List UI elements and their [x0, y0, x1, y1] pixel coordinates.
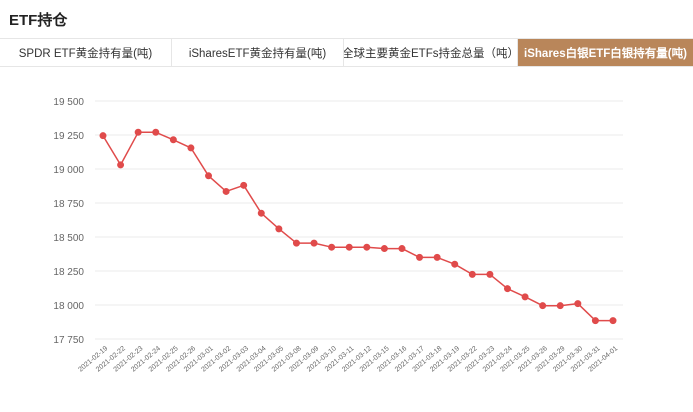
- etf-tab-bar: SPDR ETF黄金持有量(吨) iSharesETF黄金持有量(吨) 全球主要…: [0, 38, 693, 67]
- tab-ishares-gold[interactable]: iSharesETF黄金持有量(吨): [172, 39, 344, 66]
- tab-spdr-gold[interactable]: SPDR ETF黄金持有量(吨): [0, 39, 172, 66]
- data-point: [152, 128, 160, 136]
- y-tick-label: 18 750: [53, 199, 84, 210]
- y-tick-label: 19 500: [53, 97, 84, 108]
- y-tick-label: 17 750: [53, 335, 84, 346]
- data-point: [416, 253, 424, 261]
- data-point: [222, 187, 230, 195]
- data-point: [556, 302, 564, 310]
- data-point: [275, 225, 283, 233]
- y-tick-label: 19 000: [53, 165, 84, 176]
- data-point: [345, 243, 353, 251]
- data-point: [117, 161, 125, 169]
- data-point: [134, 128, 142, 136]
- data-point: [521, 293, 529, 301]
- data-point: [503, 285, 511, 293]
- data-point: [539, 302, 547, 310]
- data-point: [591, 317, 599, 325]
- y-tick-label: 18 500: [53, 233, 84, 244]
- series-line: [102, 131, 613, 322]
- data-point: [433, 253, 441, 261]
- data-point: [99, 132, 107, 140]
- data-point: [398, 245, 406, 253]
- data-point: [187, 144, 195, 152]
- data-point: [363, 243, 371, 251]
- tab-global-gold-etfs[interactable]: 全球主要黄金ETFs持金总量（吨）: [344, 39, 518, 66]
- section-title: ETF持仓: [9, 12, 68, 29]
- data-point: [310, 239, 318, 247]
- data-point: [380, 245, 388, 253]
- y-tick-label: 18 250: [53, 267, 84, 278]
- section-header: ETF持仓: [0, 0, 693, 38]
- data-point: [257, 209, 265, 217]
- data-point: [468, 270, 476, 278]
- data-point: [451, 260, 459, 268]
- data-point: [205, 172, 213, 180]
- data-point: [328, 243, 336, 251]
- data-point: [574, 300, 582, 308]
- line-chart: 17 750 18 000 18 250 18 500 18 750 19 000 19 2…: [0, 67, 693, 407]
- data-point: [486, 270, 494, 278]
- data-point: [292, 239, 300, 247]
- data-point: [609, 317, 617, 325]
- data-point: [169, 136, 177, 144]
- chart-svg: 17 750 18 000 18 250 18 500 18 750 19 000 19 2…: [53, 97, 623, 374]
- y-tick-label: 18 000: [53, 301, 84, 312]
- data-point: [240, 181, 248, 189]
- y-tick-label: 19 250: [53, 131, 84, 142]
- tab-ishares-silver[interactable]: iShares白银ETF白银持有量(吨): [518, 39, 693, 66]
